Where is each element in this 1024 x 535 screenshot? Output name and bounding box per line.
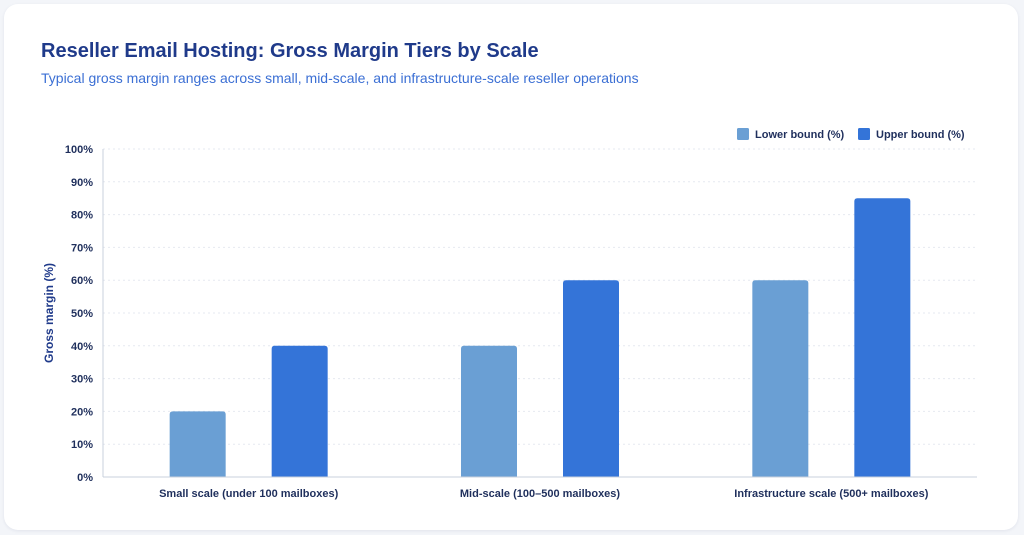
legend-swatch-upper xyxy=(858,128,870,140)
y-tick-label: 30% xyxy=(71,374,93,386)
legend-label-upper: Upper bound (%) xyxy=(876,129,965,141)
legend-label-lower: Lower bound (%) xyxy=(755,129,845,141)
bar-upper-bound xyxy=(563,280,619,477)
y-tick-label: 0% xyxy=(77,472,93,484)
grid-lines xyxy=(103,148,977,445)
bars xyxy=(169,198,911,477)
y-axis-title: Gross margin (%) xyxy=(42,263,56,363)
y-tick-label: 10% xyxy=(71,439,93,451)
x-category-label: Infrastructure scale (500+ mailboxes) xyxy=(734,488,928,500)
legend-swatch-lower xyxy=(737,128,749,140)
legend: Lower bound (%) Upper bound (%) xyxy=(737,128,965,141)
bar-lower-bound xyxy=(169,411,226,477)
bar-upper-bound xyxy=(271,345,328,477)
chart-subtitle: Typical gross margin ranges across small… xyxy=(41,70,639,86)
y-tick-label: 40% xyxy=(71,341,93,353)
bar-lower-bound xyxy=(752,280,809,477)
x-category-label: Mid-scale (100–500 mailboxes) xyxy=(460,488,621,500)
bar-lower-bound xyxy=(461,345,517,477)
y-tick-label: 90% xyxy=(71,177,93,189)
x-category-label: Small scale (under 100 mailboxes) xyxy=(159,488,338,500)
bar-upper-bound xyxy=(854,198,911,477)
y-tick-label: 100% xyxy=(65,144,93,156)
y-tick-label: 50% xyxy=(71,308,93,320)
axes: 0% 10% 20% 30% 40% 50% 60% 70% 80% 90% 100% Small s… xyxy=(65,144,977,500)
y-tick-label: 60% xyxy=(71,275,93,287)
y-tick-label: 70% xyxy=(71,242,93,254)
y-tick-label: 80% xyxy=(71,210,93,222)
chart-title: Reseller Email Hosting: Gross Margin Tie… xyxy=(41,40,539,62)
y-tick-label: 20% xyxy=(71,406,93,418)
